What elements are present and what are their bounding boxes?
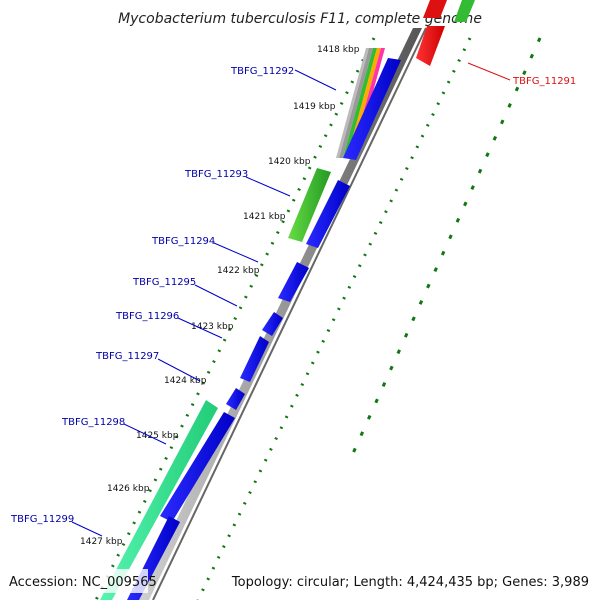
leader-line-tbfg-11298 [123,423,167,445]
kbp-tick-1425: 1425 kbp [136,431,179,441]
kbp-tick-1420: 1420 kbp [268,157,311,167]
kbp-tick-1418: 1418 kbp [317,45,360,55]
forward-cds-tbfg-11293[interactable] [306,180,350,248]
leader-line-tbfg-11291 [467,62,511,81]
kbp-tick-1427: 1427 kbp [80,537,123,547]
accession-backdrop [4,569,148,593]
kbp-tick-labels: 1418 kbp 1419 kbp 1420 kbp 1421 kbp 1422… [80,45,360,547]
map-title: Mycobacterium tuberculosis F11, complete… [118,11,482,27]
leader-line-tbfg-11292 [294,69,337,91]
gene-label-tbfg-11291[interactable]: TBFG_11291 [512,76,576,87]
kbp-tick-1419: 1419 kbp [293,102,336,112]
gene-label-tbfg-11292[interactable]: TBFG_11292 [230,66,294,77]
gene-label-tbfg-11297[interactable]: TBFG_11297 [95,351,159,362]
accession-label: Accession: NC_009565 [9,575,157,590]
topology-backdrop [255,569,595,593]
forward-cds-tbfg-11294[interactable] [278,262,309,302]
gene-label-tbfg-11294[interactable]: TBFG_11294 [151,236,215,247]
genome-backbone-shadow [152,27,427,600]
leader-line-tbfg-11295 [194,284,238,307]
gene-label-tbfg-11296[interactable]: TBFG_11296 [115,311,179,322]
kbp-tick-1422: 1422 kbp [217,266,260,276]
green-feature-top [454,0,475,22]
leader-line-tbfg-11296 [177,317,223,339]
gene-label-tbfg-11299[interactable]: TBFG_11299 [10,514,74,525]
inner-dotted-guide-right [196,37,472,600]
aquamarine-feature-tbfg-11298[interactable] [100,400,218,600]
leader-line-tbfg-11293 [245,176,291,197]
kbp-tick-1421: 1421 kbp [243,212,286,222]
reverse-cds-tbfg-11291[interactable] [416,26,445,66]
topology-label: Topology: circular; Length: 4,424,435 bp… [231,575,589,590]
forward-cds-tbfg-11297[interactable] [226,388,245,410]
gene-label-tbfg-11295[interactable]: TBFG_11295 [132,277,196,288]
forward-cds-tbfg-11295[interactable] [262,312,283,336]
kbp-tick-1426: 1426 kbp [107,484,150,494]
leader-line-tbfg-11294 [213,242,259,263]
forward-cds-tbfg-11296[interactable] [240,336,269,382]
red-feature-top [423,0,447,18]
outer-dotted-guide-left [94,37,376,600]
kbp-tick-1423: 1423 kbp [191,322,234,332]
leader-line-tbfg-11297 [157,358,201,382]
leader-line-tbfg-11299 [71,521,103,537]
genome-backbone [138,28,422,600]
gene-label-tbfg-11293[interactable]: TBFG_11293 [184,169,248,180]
gene-label-tbfg-11298[interactable]: TBFG_11298 [61,417,125,428]
forward-cds-tbfg-11298[interactable] [160,412,235,522]
forward-cds-tbfg-11292[interactable] [343,58,401,160]
forward-cds-tbfg-11293-green[interactable] [288,168,331,242]
kbp-tick-1424: 1424 kbp [164,376,207,386]
gene-labels: TBFG_11291 TBFG_11292 TBFG_11293 TBFG_11… [10,62,576,537]
